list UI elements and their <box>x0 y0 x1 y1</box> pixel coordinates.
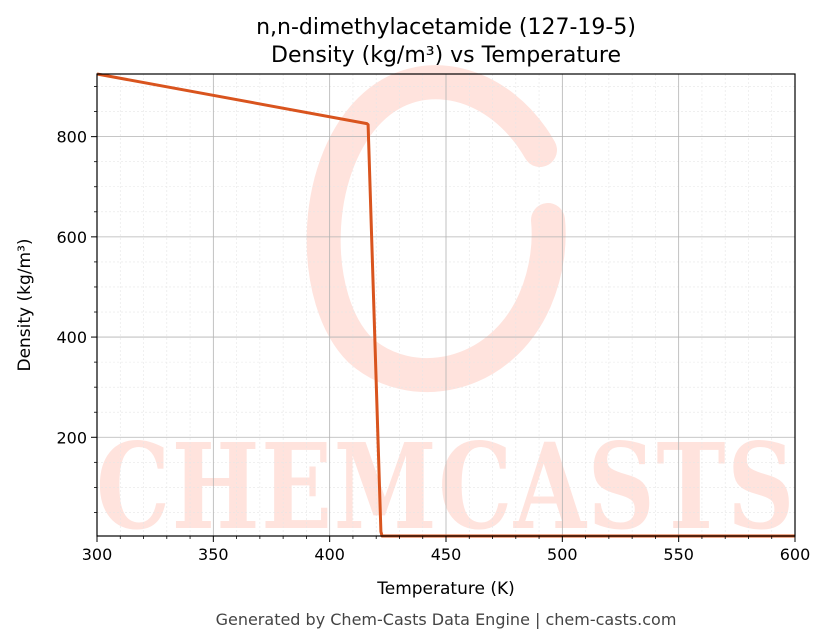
watermark-text: CHEMCASTS <box>96 417 796 556</box>
chart-title-line-1: n,n-dimethylacetamide (127-19-5) <box>256 15 636 40</box>
x-tick-label: 500 <box>547 545 578 564</box>
x-axis-ticks: 300 350 400 450 500 550 600 <box>82 536 811 564</box>
watermark-swirl <box>306 65 566 393</box>
x-axis-label: Temperature (K) <box>376 579 515 599</box>
x-tick-label: 450 <box>431 545 462 564</box>
x-tick-label: 400 <box>314 545 345 564</box>
y-tick-label: 200 <box>56 428 87 447</box>
x-tick-label: 350 <box>198 545 229 564</box>
x-tick-label: 600 <box>780 545 811 564</box>
footer-credit: Generated by Chem-Casts Data Engine | ch… <box>216 610 677 629</box>
chart-title-line-2: Density (kg/m³) vs Temperature <box>271 43 621 68</box>
y-axis-label: Density (kg/m³) <box>15 238 35 371</box>
y-tick-label: 400 <box>56 328 87 347</box>
y-tick-label: 800 <box>56 128 87 147</box>
x-tick-label: 550 <box>663 545 694 564</box>
y-axis-ticks: 200 400 600 800 <box>56 86 97 513</box>
y-tick-label: 600 <box>56 228 87 247</box>
watermark: CHEMCASTS <box>96 65 796 556</box>
x-tick-label: 300 <box>82 545 113 564</box>
